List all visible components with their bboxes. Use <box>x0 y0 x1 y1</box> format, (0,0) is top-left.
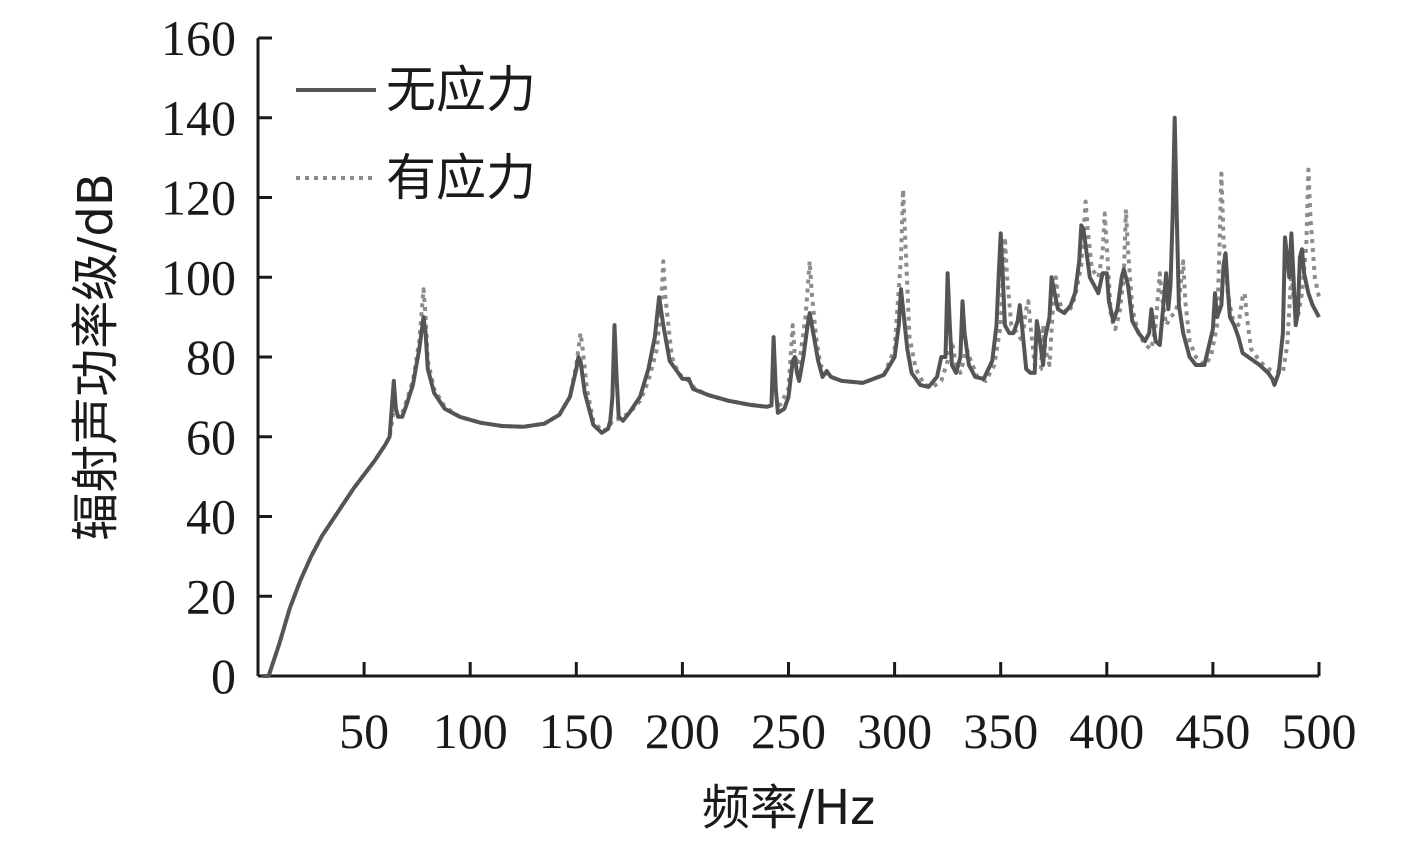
y-tick-label: 20 <box>186 568 236 624</box>
series-layer <box>262 115 1321 678</box>
y-tick-label: 40 <box>186 489 236 545</box>
x-axis-title: 频率/Hz <box>702 780 875 836</box>
series-line-with-stress <box>262 167 1321 678</box>
x-tick-label: 350 <box>963 703 1038 759</box>
x-tick-label: 450 <box>1175 703 1250 759</box>
y-tick-label: 120 <box>161 170 236 226</box>
series-line-no-stress <box>262 115 1321 678</box>
x-tick-label: 50 <box>339 703 389 759</box>
x-tick-label: 100 <box>433 703 508 759</box>
y-tick-label: 0 <box>211 648 236 704</box>
x-tick-label: 250 <box>751 703 826 759</box>
axes: 0 20 40 60 80 100 120 140 160 50 100 150 200 250 300 35… <box>161 10 1357 759</box>
y-axis-title: 辐射声功率级/dB <box>68 173 124 541</box>
y-tick-label: 160 <box>161 10 236 66</box>
y-tick-label: 80 <box>186 329 236 385</box>
x-tick-label: 150 <box>539 703 614 759</box>
y-tick-label: 60 <box>186 409 236 465</box>
x-tick-label: 300 <box>857 703 932 759</box>
x-tick-label: 400 <box>1069 703 1144 759</box>
legend-label: 有应力 <box>386 149 536 207</box>
x-tick-label: 200 <box>645 703 720 759</box>
y-tick-label: 140 <box>161 90 236 146</box>
y-tick-label: 100 <box>161 249 236 305</box>
x-tick-label: 500 <box>1282 703 1357 759</box>
legend-label: 无应力 <box>386 61 536 119</box>
